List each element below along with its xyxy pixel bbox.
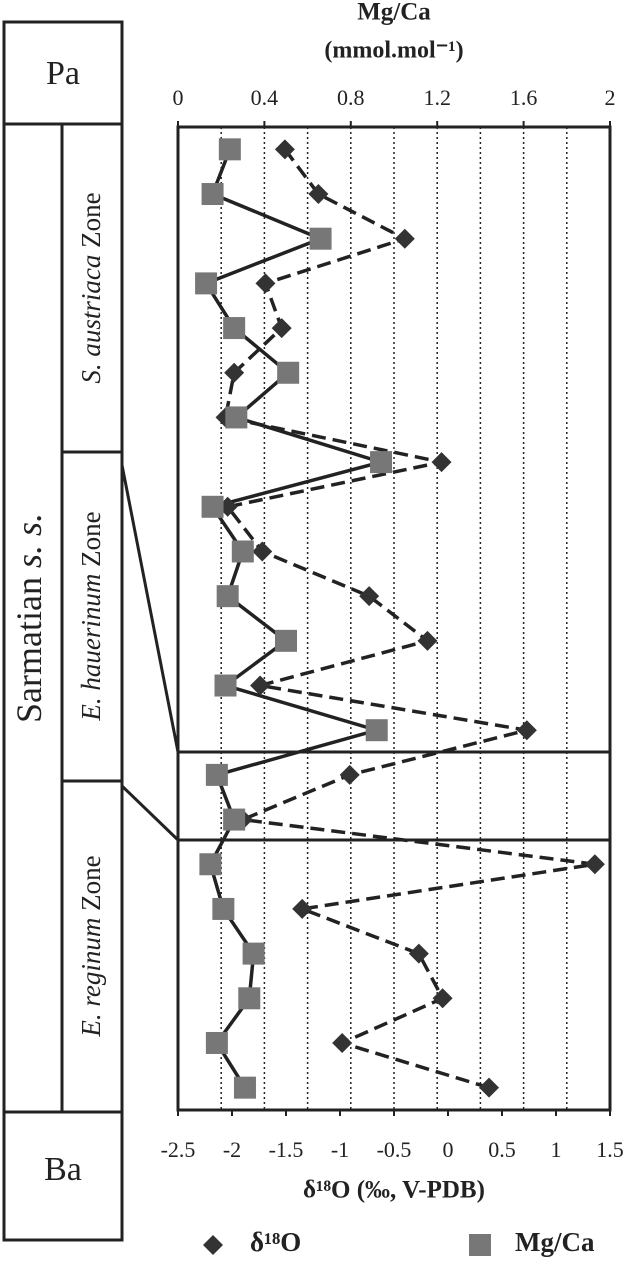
stage-qualifier: s. s. [9, 513, 49, 568]
x2-tick-label: 2 [605, 85, 616, 110]
square-marker [242, 942, 265, 965]
stage-label: Sarmatian s. s. [9, 513, 49, 723]
series-line [223, 148, 596, 1090]
square-marker [238, 987, 261, 1010]
diamond-marker [274, 139, 295, 160]
diamond-marker [408, 943, 429, 964]
x-tick-label: -1 [331, 1137, 349, 1162]
diamond-marker [432, 988, 453, 1009]
square-marker [231, 540, 254, 563]
x-tick-label: -0.5 [377, 1137, 412, 1162]
legend-label: Mg/Ca [515, 1227, 595, 1257]
square-marker [212, 897, 235, 920]
diamond-marker [271, 318, 292, 339]
diamond-marker [250, 675, 271, 696]
zone-word: Zone [76, 855, 106, 910]
plot-frame [176, 125, 612, 1112]
diamond-marker [308, 184, 329, 205]
diamond-marker [292, 898, 313, 919]
x2-tick-label: 1.2 [423, 85, 451, 110]
square-marker [277, 361, 300, 384]
x2-tick-label: 0.8 [337, 85, 365, 110]
legend-label: δ¹⁸O [250, 1227, 301, 1257]
diamond-marker [339, 764, 360, 785]
square-marker [201, 495, 224, 518]
diamond-marker [359, 586, 380, 607]
square-marker [309, 227, 332, 250]
series-line [203, 148, 388, 1089]
x2-axis-subtitle: (mmol.mol⁻¹) [324, 38, 463, 64]
legend-swatch [203, 1235, 223, 1255]
unit-label: Ba [44, 1151, 82, 1188]
zone-name: E. hauerinum [76, 574, 106, 722]
square-marker [195, 272, 218, 295]
legend-swatch [469, 1234, 491, 1256]
diamond-marker [394, 228, 415, 249]
square-marker [199, 853, 222, 876]
square-marker [218, 138, 241, 161]
diamond-marker [252, 541, 273, 562]
zone-word: Zone [76, 192, 106, 247]
square-marker [223, 808, 246, 831]
square-marker [214, 674, 237, 697]
x2-tick-label: 0 [173, 85, 184, 110]
zone-label: E. reginum Zone [76, 855, 106, 1037]
square-marker [275, 629, 297, 652]
x-tick-label: 0.5 [488, 1137, 516, 1162]
square-marker [201, 183, 224, 206]
diamond-marker [516, 720, 537, 741]
x-tick-label: -1.5 [269, 1137, 304, 1162]
plot: 0 0.4 0.8 1.2 1.6 2 -2.5 -2 -1.5 -1 -0.5 0 0.5 1 1.5 [161, 85, 624, 1162]
diamond-marker [584, 854, 605, 875]
zone-label: S. austriaca Zone [76, 192, 106, 383]
square-marker [223, 317, 246, 340]
connector [120, 784, 180, 842]
square-marker [205, 1031, 228, 1054]
square-marker [233, 1076, 256, 1099]
zone-name: E. reginum [76, 918, 106, 1038]
diamond-marker [431, 452, 452, 473]
diamond-marker [255, 273, 276, 294]
zone-label: E. hauerinum Zone [76, 511, 106, 721]
unit-label: Pa [46, 55, 80, 92]
x-axis-title: δ¹⁸O (‰, V-PDB) [303, 1177, 485, 1204]
x2-tick-label: 0.4 [251, 85, 279, 110]
x-tick-label: 1 [551, 1137, 562, 1162]
stage-name: Sarmatian [9, 577, 49, 723]
diamond-marker [479, 1077, 500, 1098]
x2-axis-title: Mg/Ca [357, 0, 431, 26]
square-marker [370, 451, 393, 474]
square-marker [365, 719, 388, 742]
connector [120, 464, 180, 753]
square-marker [205, 763, 228, 786]
x2-tick-label: 1.6 [510, 85, 538, 110]
square-marker [225, 406, 248, 429]
x-tick-label: 0 [443, 1137, 454, 1162]
zone-name: S. austriaca [76, 255, 106, 384]
diamond-marker [417, 630, 438, 651]
x-tick-label: -2 [223, 1137, 241, 1162]
x-tick-label: -2.5 [161, 1137, 196, 1162]
x-tick-label: 1.5 [596, 1137, 624, 1162]
diamond-marker [224, 362, 245, 383]
diamond-marker [332, 1032, 353, 1053]
square-marker [216, 585, 239, 608]
zone-word: Zone [76, 511, 106, 566]
